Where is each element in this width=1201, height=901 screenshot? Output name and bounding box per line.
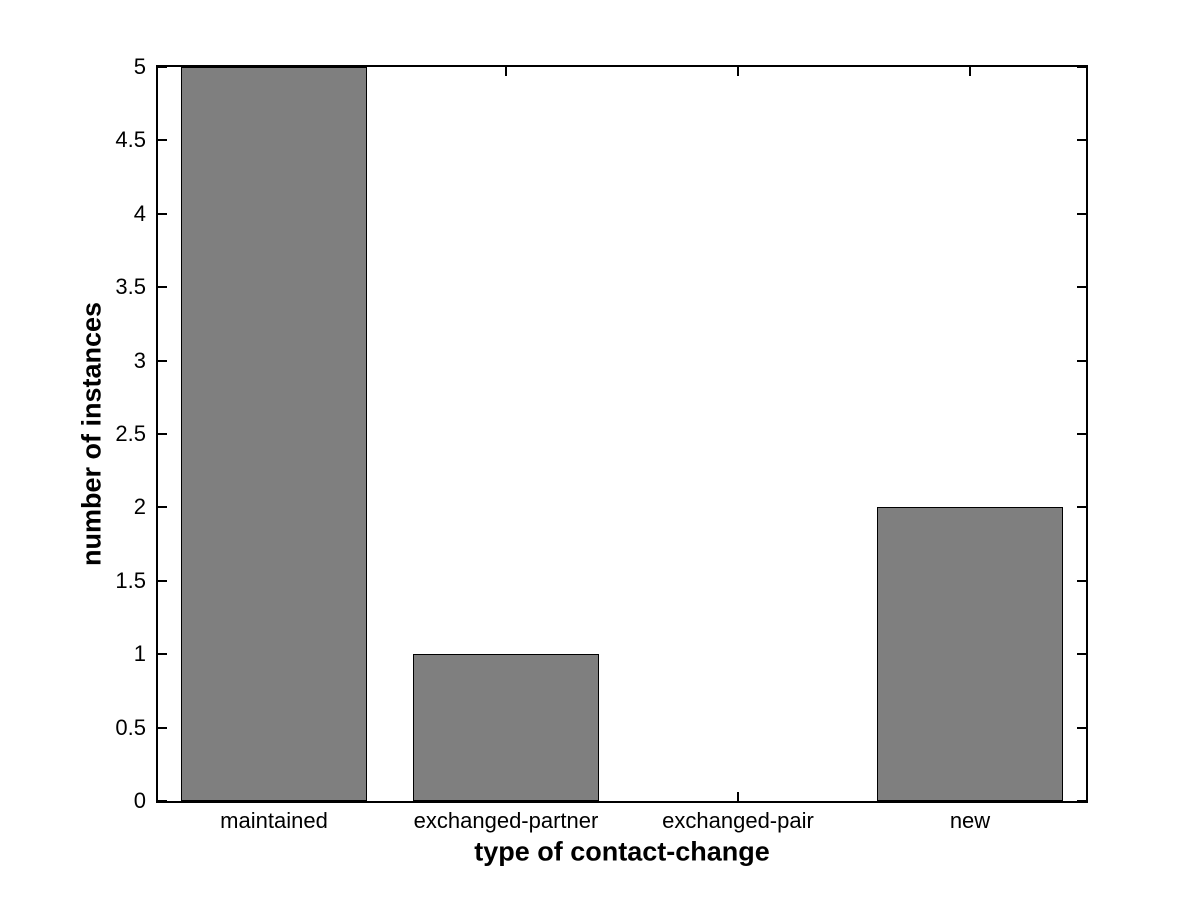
y-tick-right	[1077, 653, 1086, 656]
y-tick-right	[1077, 286, 1086, 289]
y-tick-label: 4	[133, 200, 146, 226]
y-tick-left	[158, 579, 167, 582]
x-tick-label-maintained: maintained	[220, 808, 328, 833]
bar-new	[877, 507, 1063, 801]
y-tick-label: 3.5	[115, 274, 146, 300]
y-tick-left	[158, 212, 167, 215]
bars-layer	[158, 67, 1086, 801]
y-tick-left	[158, 506, 167, 509]
y-tick-right	[1077, 726, 1086, 729]
y-tick-right	[1077, 579, 1086, 582]
x-tick-bottom	[737, 792, 739, 801]
y-tick-left	[158, 67, 167, 68]
y-tick-left	[158, 653, 167, 656]
y-tick-right	[1077, 212, 1086, 215]
y-tick-right	[1077, 67, 1086, 68]
y-tick-label: 3	[133, 347, 146, 373]
y-tick-label: 1	[133, 641, 146, 667]
y-tick-label: 4.5	[115, 127, 146, 153]
y-tick-left	[158, 433, 167, 435]
y-tick-right	[1077, 433, 1086, 435]
x-tick-label-new: new	[949, 808, 991, 833]
bar-maintained	[181, 67, 367, 801]
x-tick-label-exchanged-pair: exchanged-pair	[662, 808, 814, 833]
y-axis-title: number of instances	[76, 301, 107, 567]
y-tick-label: 1.5	[115, 567, 146, 593]
bar-exchanged-partner	[413, 654, 599, 801]
y-tick-left	[158, 359, 167, 362]
x-tick-top	[969, 67, 971, 76]
y-tick-left	[158, 286, 167, 289]
y-tick-label: 5	[133, 54, 146, 79]
x-tick-top	[505, 67, 507, 76]
y-tick-label: 0	[133, 788, 146, 813]
y-tick-right	[1077, 139, 1086, 142]
plot-area	[156, 65, 1088, 803]
y-tick-left	[158, 726, 167, 729]
y-tick-label: 2	[133, 494, 146, 520]
y-tick-label: 2.5	[115, 421, 146, 446]
y-tick-right	[1077, 359, 1086, 362]
x-axis-title: type of contact-change	[474, 836, 770, 867]
y-tick-left	[158, 800, 167, 801]
y-tick-right	[1077, 800, 1086, 801]
y-tick-left	[158, 139, 167, 142]
y-tick-right	[1077, 506, 1086, 509]
x-tick-top	[737, 67, 739, 76]
axis-ticks-layer	[158, 67, 1086, 801]
y-tick-label: 0.5	[115, 714, 146, 740]
x-tick-label-exchanged-partner: exchanged-partner	[413, 808, 599, 833]
